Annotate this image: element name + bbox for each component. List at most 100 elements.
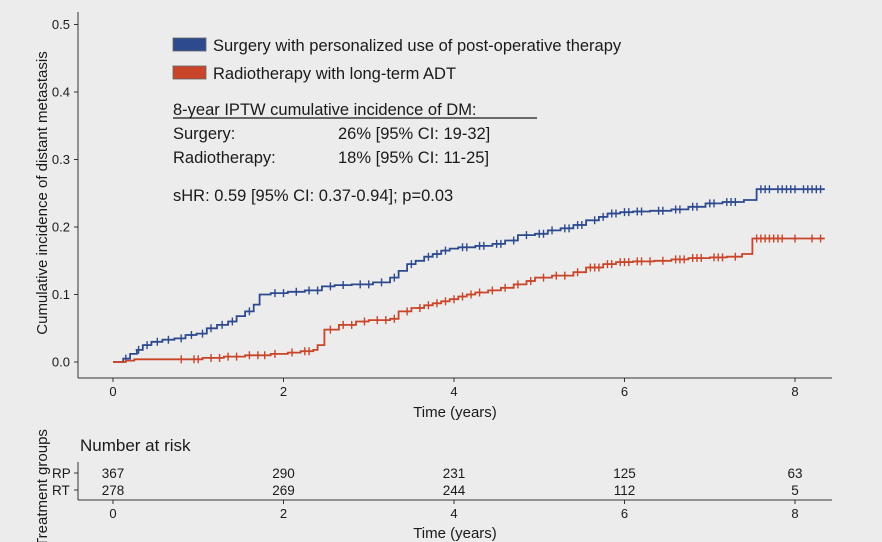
censor-mark — [681, 255, 688, 264]
risk-cell-rt: 112 — [614, 483, 636, 498]
censor-mark — [566, 224, 573, 233]
censor-mark — [659, 206, 666, 215]
series-layer — [113, 185, 825, 364]
censor-mark — [327, 282, 334, 291]
risk-x-ticks: 0 2 4 6 8 — [109, 500, 799, 521]
censor-mark — [382, 316, 389, 325]
censor-mark — [540, 273, 547, 282]
legend-swatch-radiotherapy — [172, 65, 207, 80]
risk-cell-rt: 269 — [272, 483, 295, 498]
censor-mark — [306, 347, 313, 356]
censor-mark — [459, 292, 466, 301]
annotation-shr: sHR: 0.59 [95% CI: 0.37-0.94]; p=0.03 — [173, 187, 453, 205]
censor-mark — [357, 280, 364, 289]
series-line-surgery — [113, 188, 825, 363]
x-tick-label: 8 — [791, 384, 798, 399]
annotation-surgery-label: Surgery: — [173, 125, 235, 143]
risk-cell-rp: 63 — [787, 466, 802, 481]
censor-mark — [676, 205, 683, 214]
censor-mark — [476, 288, 483, 297]
censor-mark — [451, 295, 457, 304]
censor-mark — [608, 260, 615, 269]
censor-mark — [340, 320, 347, 329]
risk-cell-rp: 290 — [272, 466, 295, 481]
x-ticks: 0 2 4 6 8 — [109, 378, 799, 399]
censor-mark — [178, 355, 185, 364]
censor-mark — [229, 317, 236, 326]
censor-mark — [144, 341, 151, 350]
risk-cells: 367 290 231 125 63 278 269 244 112 5 — [102, 466, 803, 498]
censor-mark — [792, 234, 798, 243]
y-tick-label: 0.5 — [52, 17, 70, 32]
censor-mark — [514, 280, 521, 289]
risk-cell-rt: 278 — [102, 483, 125, 498]
censor-mark — [199, 329, 206, 338]
main-plot: 0.0 0.1 0.2 0.3 0.4 0.5 0 2 4 6 8 Cumulative inci… — [34, 12, 832, 421]
censor-mark — [246, 307, 253, 316]
y-tick-label: 0.1 — [52, 287, 70, 302]
censor-mark — [625, 208, 632, 217]
censor-mark — [625, 258, 632, 267]
x-tick-label: 6 — [621, 384, 628, 399]
annotation-surgery-value: 26% [95% CI: 19-32] — [338, 125, 490, 143]
censor-mark — [361, 317, 368, 326]
censor-mark — [433, 250, 440, 258]
risk-cell-rp: 125 — [613, 466, 636, 481]
risk-table-ylabel: Treatment groups — [34, 429, 51, 542]
censor-mark — [719, 253, 726, 262]
censor-mark — [817, 234, 824, 243]
censor-mark — [595, 263, 602, 272]
censor-mark — [165, 335, 172, 344]
annotation-radiotherapy-value: 18% [95% CI: 11-25] — [338, 149, 489, 167]
censor-mark — [463, 243, 470, 252]
censor-mark — [425, 252, 432, 261]
risk-cell-rt: 5 — [791, 483, 799, 498]
censor-mark — [442, 297, 449, 306]
censor-mark — [314, 286, 321, 295]
censor-mark — [365, 280, 372, 289]
y-tick-label: 0.2 — [52, 220, 70, 235]
censor-mark — [348, 320, 355, 329]
risk-cell-rp: 231 — [443, 466, 466, 481]
censor-mark — [817, 185, 824, 194]
x-axis-title: Time (years) — [413, 404, 497, 421]
legend-swatch-surgery — [172, 37, 207, 52]
censor-mark — [549, 226, 556, 235]
censor-mark — [391, 314, 398, 323]
censor-mark — [489, 286, 496, 295]
censor-mark — [600, 212, 607, 221]
censor-mark — [261, 351, 268, 360]
censor-mark — [188, 331, 195, 339]
censor-mark — [416, 304, 423, 312]
y-tick-label: 0.0 — [52, 355, 70, 370]
censor-mark — [293, 287, 300, 296]
censor-mark — [280, 289, 287, 298]
censor-mark — [523, 231, 530, 240]
censor-mark — [254, 351, 261, 360]
censor-mark — [216, 353, 223, 362]
censor-mark — [289, 348, 296, 357]
censor-mark — [698, 254, 705, 263]
censor-mark — [502, 283, 509, 292]
censor-mark — [574, 268, 581, 277]
censor-mark — [711, 199, 718, 208]
censor-mark — [732, 198, 739, 207]
censor-mark — [433, 299, 440, 308]
censor-mark — [154, 337, 161, 346]
censor-mark — [135, 345, 142, 354]
risk-table: Number at risk Treatment groups RP RT 36… — [34, 429, 832, 542]
censor-mark — [374, 316, 381, 325]
censor-mark — [178, 334, 185, 343]
censor-mark — [693, 202, 700, 211]
legend-label-surgery: Surgery with personalized use of post-op… — [213, 37, 622, 55]
censor-mark — [809, 234, 816, 243]
censor-mark — [540, 229, 547, 238]
censor-mark — [766, 185, 773, 194]
risk-x-tick-label: 0 — [109, 506, 116, 521]
legend-label-radiotherapy: Radiotherapy with long-term ADT — [213, 65, 456, 83]
censor-mark — [306, 286, 313, 295]
censor-marks-surgery — [122, 185, 824, 363]
x-tick-label: 0 — [109, 384, 116, 399]
censor-mark — [208, 353, 215, 362]
